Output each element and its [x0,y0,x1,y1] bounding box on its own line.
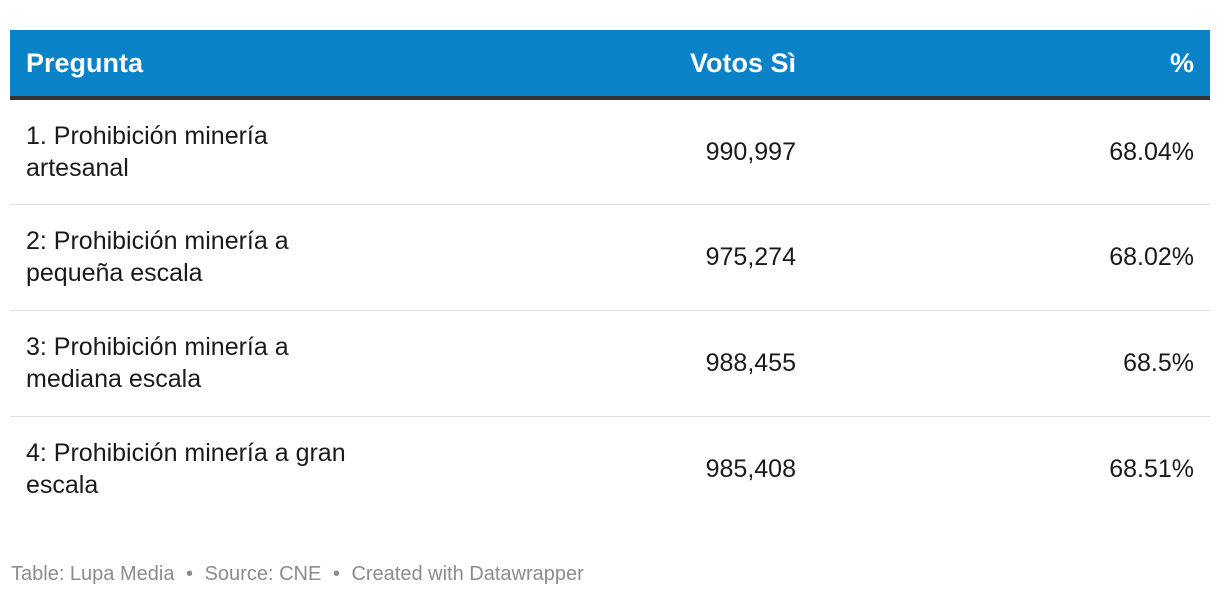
footer-separator: • [332,563,340,585]
cell-percent: 68.51% [1109,455,1194,484]
cell-percent: 68.02% [1109,243,1194,271]
cell-pregunta: 3: Prohibición minería a mediana escala [26,333,289,393]
footer-source: Source: CNE [204,563,322,585]
footer-table-credit: Table: Lupa Media [11,563,175,585]
table-body: 1. Prohibición minería artesanal 990,997… [10,98,1210,522]
cell-pregunta: 2: Prohibición minería a pequeña escala [26,227,289,287]
results-table-container: Pregunta Votos Sì % 1. Prohibición miner… [10,30,1210,522]
footer-created-with-link[interactable]: Created with Datawrapper [351,563,584,585]
cell-pregunta: 1. Prohibición minería artesanal [26,121,268,182]
table-footer: Table: Lupa Media • Source: CNE • Create… [11,563,584,586]
header-pregunta[interactable]: Pregunta [10,30,410,100]
results-table: Pregunta Votos Sì % 1. Prohibición miner… [10,30,1210,522]
cell-votos: 990,997 [705,137,796,166]
cell-votos: 985,408 [705,455,796,484]
table-row: 3: Prohibición minería a mediana escala … [10,310,1210,416]
cell-percent: 68.04% [1109,137,1194,166]
table-header: Pregunta Votos Sì % [10,30,1210,100]
table-row: 1. Prohibición minería artesanal 990,997… [10,98,1210,204]
cell-percent: 68.5% [1123,349,1194,377]
header-votos-si[interactable]: Votos Sì [410,30,812,100]
table-row: 2: Prohibición minería a pequeña escala … [10,204,1210,310]
cell-pregunta: 4: Prohibición minería a gran escala [26,439,346,500]
footer-separator: • [186,563,194,585]
cell-votos: 975,274 [705,243,796,271]
cell-votos: 988,455 [705,349,796,377]
table-row: 4: Prohibición minería a gran escala 985… [10,416,1210,522]
header-percent[interactable]: % [812,30,1210,100]
table-header-row: Pregunta Votos Sì % [10,30,1210,100]
